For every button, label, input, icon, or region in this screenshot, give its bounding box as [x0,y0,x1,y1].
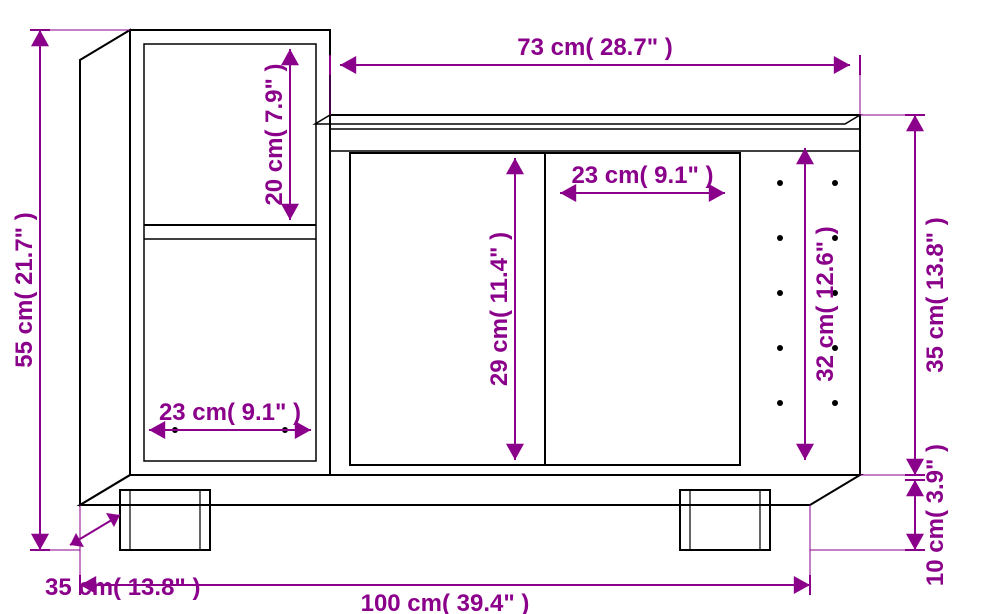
svg-text:20 cm( 7.9" ): 20 cm( 7.9" ) [261,63,288,205]
svg-text:55 cm( 21.7" ): 55 cm( 21.7" ) [11,212,38,367]
furniture-drawing [80,30,860,550]
svg-text:23 cm( 9.1" ): 23 cm( 9.1" ) [571,162,713,189]
svg-text:10 cm( 3.9" ): 10 cm( 3.9" ) [922,444,949,586]
svg-text:32 cm( 12.6" ): 32 cm( 12.6" ) [812,226,839,381]
svg-text:35 cm( 13.8" ): 35 cm( 13.8" ) [922,217,949,372]
svg-text:35 cm( 13.8" ): 35 cm( 13.8" ) [45,574,200,601]
svg-text:29 cm( 11.4" ): 29 cm( 11.4" ) [486,232,513,386]
svg-text:23 cm( 9.1" ): 23 cm( 9.1" ) [159,399,301,426]
svg-text:73 cm( 28.7" ): 73 cm( 28.7" ) [517,34,672,61]
svg-text:100 cm( 39.4" ): 100 cm( 39.4" ) [361,590,530,614]
dimension-layer: 55 cm( 21.7" ) 35 cm( 13.8" ) 100 cm( 39.4… [11,30,949,614]
